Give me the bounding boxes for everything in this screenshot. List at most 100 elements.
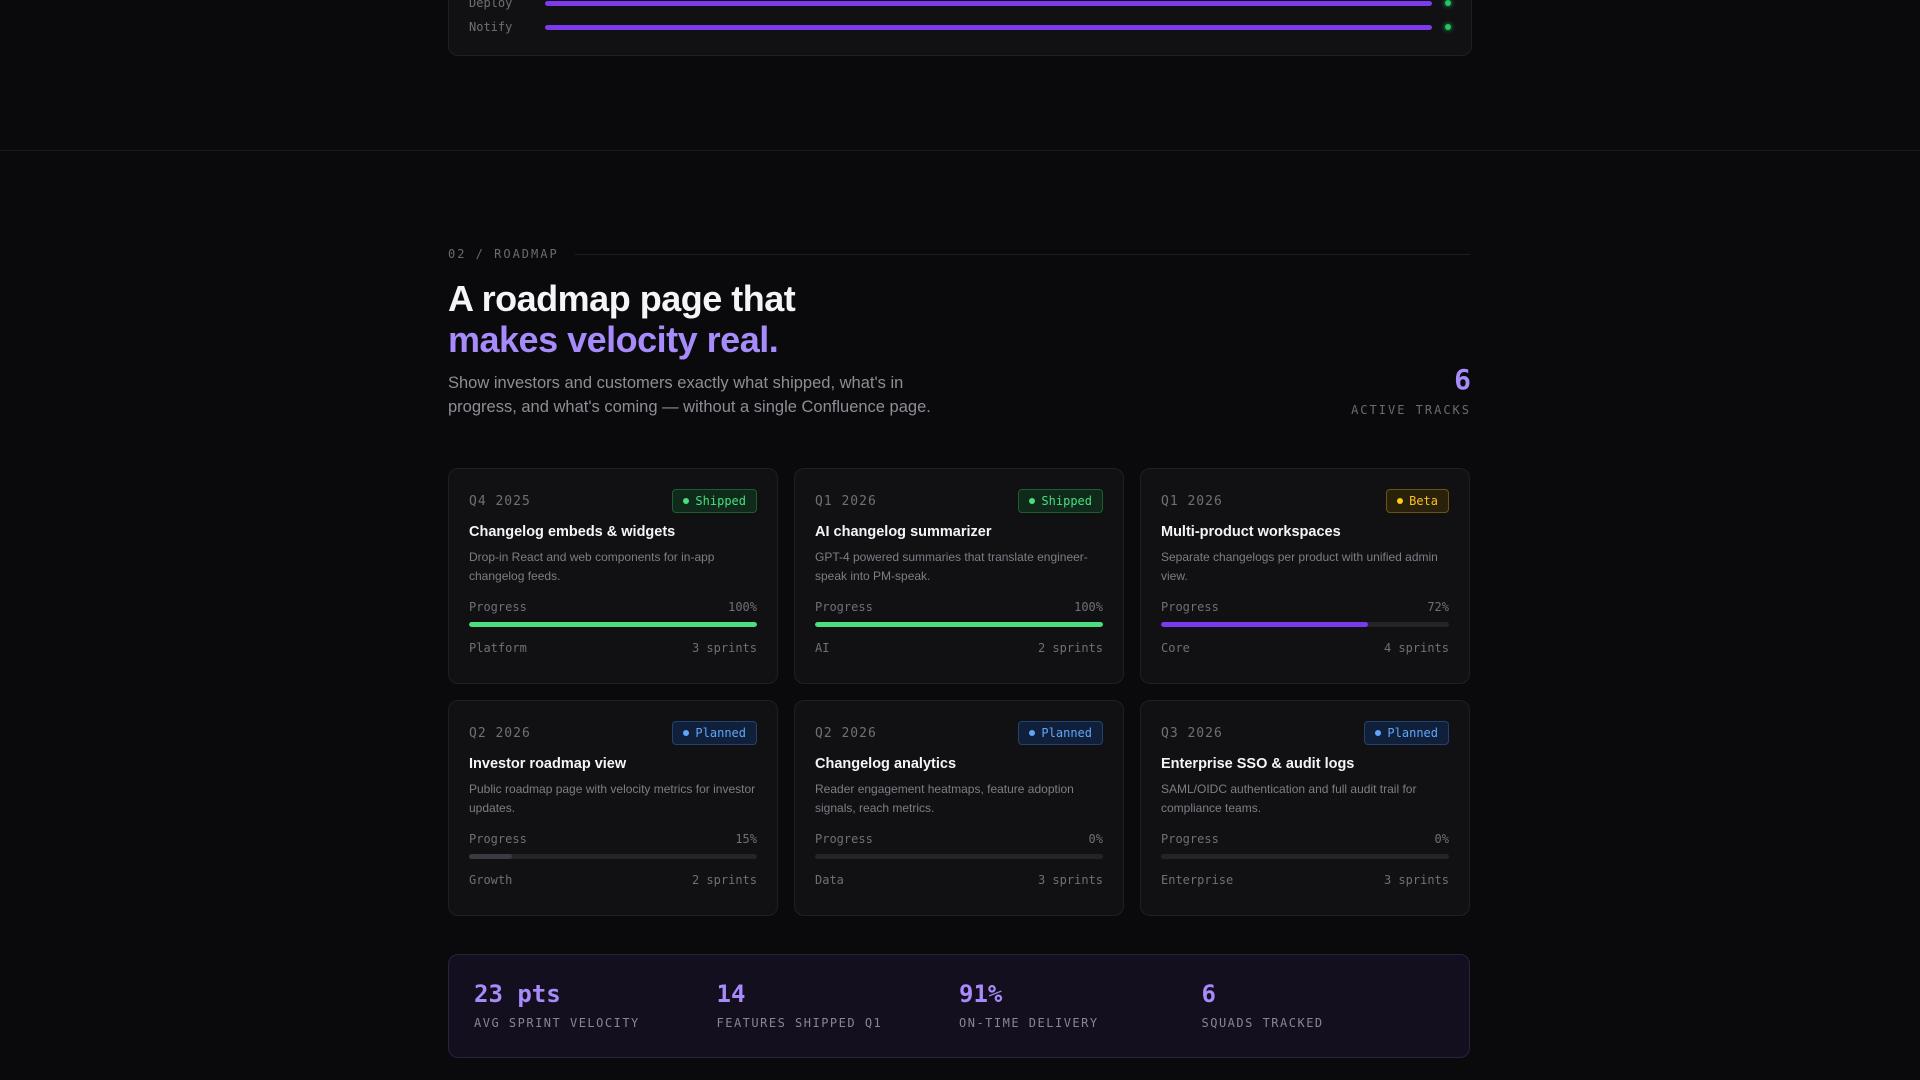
progress-bar (815, 622, 1103, 627)
pipeline-progress-bar (545, 24, 1432, 30)
roadmap-card-4[interactable]: Q2 2026 Planned Investor roadmap view Pu… (448, 700, 778, 916)
card-team: Growth (469, 873, 513, 887)
active-tracks-value: 6 (1454, 363, 1471, 396)
card-description: Reader engagement heatmaps, feature adop… (815, 782, 1074, 815)
eyebrow-label: 02 / ROADMAP (448, 247, 559, 261)
status-badge: Planned (672, 721, 757, 745)
status-badge-label: Planned (1387, 726, 1438, 740)
card-title: Changelog analytics (815, 756, 957, 772)
stat-features-shipped: 14 FEATURES SHIPPED Q1 (717, 981, 960, 1057)
progress-value: 15% (735, 832, 757, 846)
status-badge: Beta (1386, 489, 1449, 513)
progress-label: Progress (1161, 600, 1219, 614)
status-dot-icon (1445, 0, 1451, 6)
status-badge: Shipped (672, 489, 757, 513)
stat-label: AVG SPRINT VELOCITY (474, 1016, 640, 1030)
progress-label: Progress (815, 832, 873, 846)
card-quarter: Q2 2026 (469, 725, 531, 741)
status-badge-label: Planned (695, 726, 746, 740)
progress-label: Progress (1161, 832, 1219, 846)
progress-value: 100% (728, 600, 757, 614)
roadmap-card-3[interactable]: Q1 2026 Beta Multi-product workspaces Se… (1140, 468, 1470, 684)
progress-label: Progress (469, 832, 527, 846)
card-title: AI changelog summarizer (815, 524, 992, 540)
progress-value: 100% (1074, 600, 1103, 614)
stat-squads-tracked: 6 SQUADS TRACKED (1202, 981, 1445, 1057)
card-sprints: 3 sprints (1383, 873, 1449, 887)
roadmap-grid: Q4 2025 Shipped Changelog embeds & widge… (448, 468, 1470, 916)
status-badge-label: Shipped (1041, 494, 1092, 508)
stat-value: 23 pts (474, 980, 561, 1008)
roadmap-card-5[interactable]: Q2 2026 Planned Changelog analytics Read… (794, 700, 1124, 916)
status-dot-icon (1029, 498, 1036, 504)
card-description: Separate changelogs per product with uni… (1161, 550, 1438, 583)
card-team: Platform (469, 641, 527, 655)
card-sprints: 3 sprints (1037, 873, 1103, 887)
card-sprints: 3 sprints (691, 641, 757, 655)
pipeline-row-deploy: Deploy (469, 0, 1451, 10)
stat-value: 91% (959, 980, 1003, 1008)
progress-bar-fill (469, 622, 757, 627)
progress-bar-fill (469, 854, 513, 859)
stat-label: ON-TIME DELIVERY (959, 1016, 1099, 1030)
pipeline-progress-bar (545, 0, 1432, 6)
stat-value: 14 (716, 980, 746, 1008)
stat-avg-sprint-velocity: 23 pts AVG SPRINT VELOCITY (474, 981, 717, 1057)
velocity-stats-panel: 23 pts AVG SPRINT VELOCITY 14 FEATURES S… (448, 954, 1470, 1058)
progress-bar (469, 854, 757, 859)
status-badge-label: Beta (1409, 494, 1438, 508)
active-tracks-counter: 6 ACTIVE TRACKS (1351, 363, 1471, 418)
active-tracks-label: ACTIVE TRACKS (1351, 403, 1471, 417)
stat-label: FEATURES SHIPPED Q1 (716, 1016, 883, 1030)
status-badge: Shipped (1018, 489, 1103, 513)
status-badge-label: Planned (1041, 726, 1092, 740)
card-sprints: 2 sprints (1037, 641, 1103, 655)
card-quarter: Q3 2026 (1161, 725, 1223, 741)
card-title: Investor roadmap view (469, 756, 627, 772)
card-sprints: 4 sprints (1383, 641, 1449, 655)
status-badge-label: Shipped (695, 494, 746, 508)
progress-bar (815, 854, 1103, 859)
stat-value: 6 (1201, 980, 1216, 1008)
card-description: SAML/OIDC authentication and full audit … (1161, 782, 1417, 815)
section-eyebrow: 02 / ROADMAP (448, 247, 1470, 261)
progress-bar (1161, 622, 1449, 627)
title-line-1: A roadmap page that (448, 278, 796, 319)
stat-label: SQUADS TRACKED (1201, 1016, 1324, 1030)
card-description: GPT-4 powered summaries that translate e… (815, 550, 1088, 583)
progress-value: 0% (1434, 832, 1449, 846)
card-description: Drop-in React and web components for in-… (469, 550, 715, 583)
section-subtitle: Show investors and customers exactly wha… (448, 374, 931, 416)
progress-value: 0% (1088, 832, 1103, 846)
status-dot-icon (1445, 24, 1451, 30)
card-sprints: 2 sprints (691, 873, 757, 887)
pipeline-row-label: Deploy (469, 0, 513, 10)
progress-label: Progress (469, 600, 527, 614)
status-dot-icon (1375, 730, 1382, 736)
card-quarter: Q4 2025 (469, 493, 531, 509)
progress-label: Progress (815, 600, 873, 614)
card-team: AI (815, 641, 830, 655)
eyebrow-rule (574, 253, 1470, 255)
card-title: Enterprise SSO & audit logs (1161, 756, 1355, 772)
roadmap-card-1[interactable]: Q4 2025 Shipped Changelog embeds & widge… (448, 468, 778, 684)
card-title: Multi-product workspaces (1161, 524, 1341, 540)
section-title: A roadmap page that makes velocity real. (448, 278, 796, 360)
stat-on-time-delivery: 91% ON-TIME DELIVERY (959, 981, 1202, 1057)
progress-bar-fill (815, 622, 1103, 627)
status-dot-icon (1397, 498, 1404, 504)
progress-bar (469, 622, 757, 627)
pipeline-card: Deploy Notify (448, 0, 1472, 56)
card-team: Core (1161, 641, 1190, 655)
status-badge: Planned (1364, 721, 1449, 745)
pipeline-row-notify: Notify (469, 20, 1451, 34)
title-line-2: makes velocity real. (448, 319, 779, 360)
card-description: Public roadmap page with velocity metric… (469, 782, 756, 815)
roadmap-card-6[interactable]: Q3 2026 Planned Enterprise SSO & audit l… (1140, 700, 1470, 916)
progress-value: 72% (1427, 600, 1449, 614)
progress-bar (1161, 854, 1449, 859)
status-dot-icon (683, 730, 690, 736)
status-dot-icon (683, 498, 690, 504)
roadmap-card-2[interactable]: Q1 2026 Shipped AI changelog summarizer … (794, 468, 1124, 684)
card-team: Enterprise (1161, 873, 1234, 887)
